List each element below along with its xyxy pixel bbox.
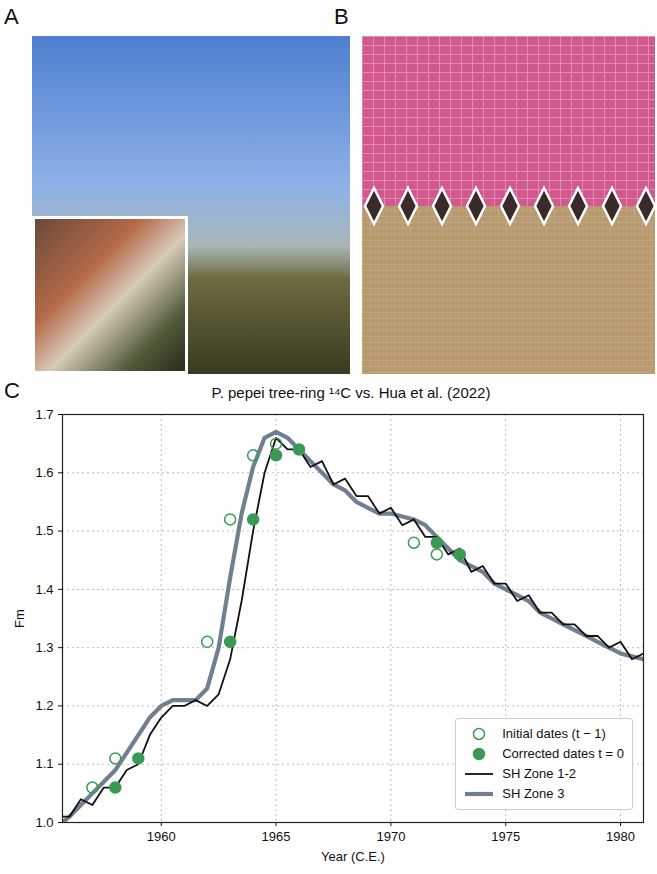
html-text:B: B [334,4,349,29]
svg-text:1980: 1980 [606,829,635,844]
svg-text:1975: 1975 [491,829,520,844]
svg-text:1965: 1965 [262,829,291,844]
svg-text:Fm: Fm [12,609,27,628]
svg-text:1970: 1970 [376,829,405,844]
svg-text:1.0: 1.0 [35,815,53,830]
svg-text:1.6: 1.6 [35,465,53,480]
html-text:SH Zone 1-2: SH Zone 1-2 [502,766,576,781]
svg-text:1.4: 1.4 [35,582,53,597]
html-text:Corrected dates t = 0: Corrected dates t = 0 [502,746,624,761]
svg-text:1.3: 1.3 [35,640,53,655]
html-text:C: C [4,378,20,403]
html-text:SH Zone 3: SH Zone 3 [502,786,565,801]
svg-text:1.1: 1.1 [35,756,53,771]
html-text:Initial dates (t − 1): Initial dates (t − 1) [502,726,606,741]
svg-text:1.2: 1.2 [35,698,53,713]
svg-text:Year (C.E.): Year (C.E.) [321,849,385,864]
html-text:A: A [4,4,19,29]
svg-text:1960: 1960 [147,829,176,844]
svg-text:1.5: 1.5 [35,523,53,538]
svg-text:1.7: 1.7 [35,407,53,422]
html-text:P. pepei tree-ring ¹⁴C vs. Hua: P. pepei tree-ring ¹⁴C vs. Hua et al. (2… [211,384,491,401]
